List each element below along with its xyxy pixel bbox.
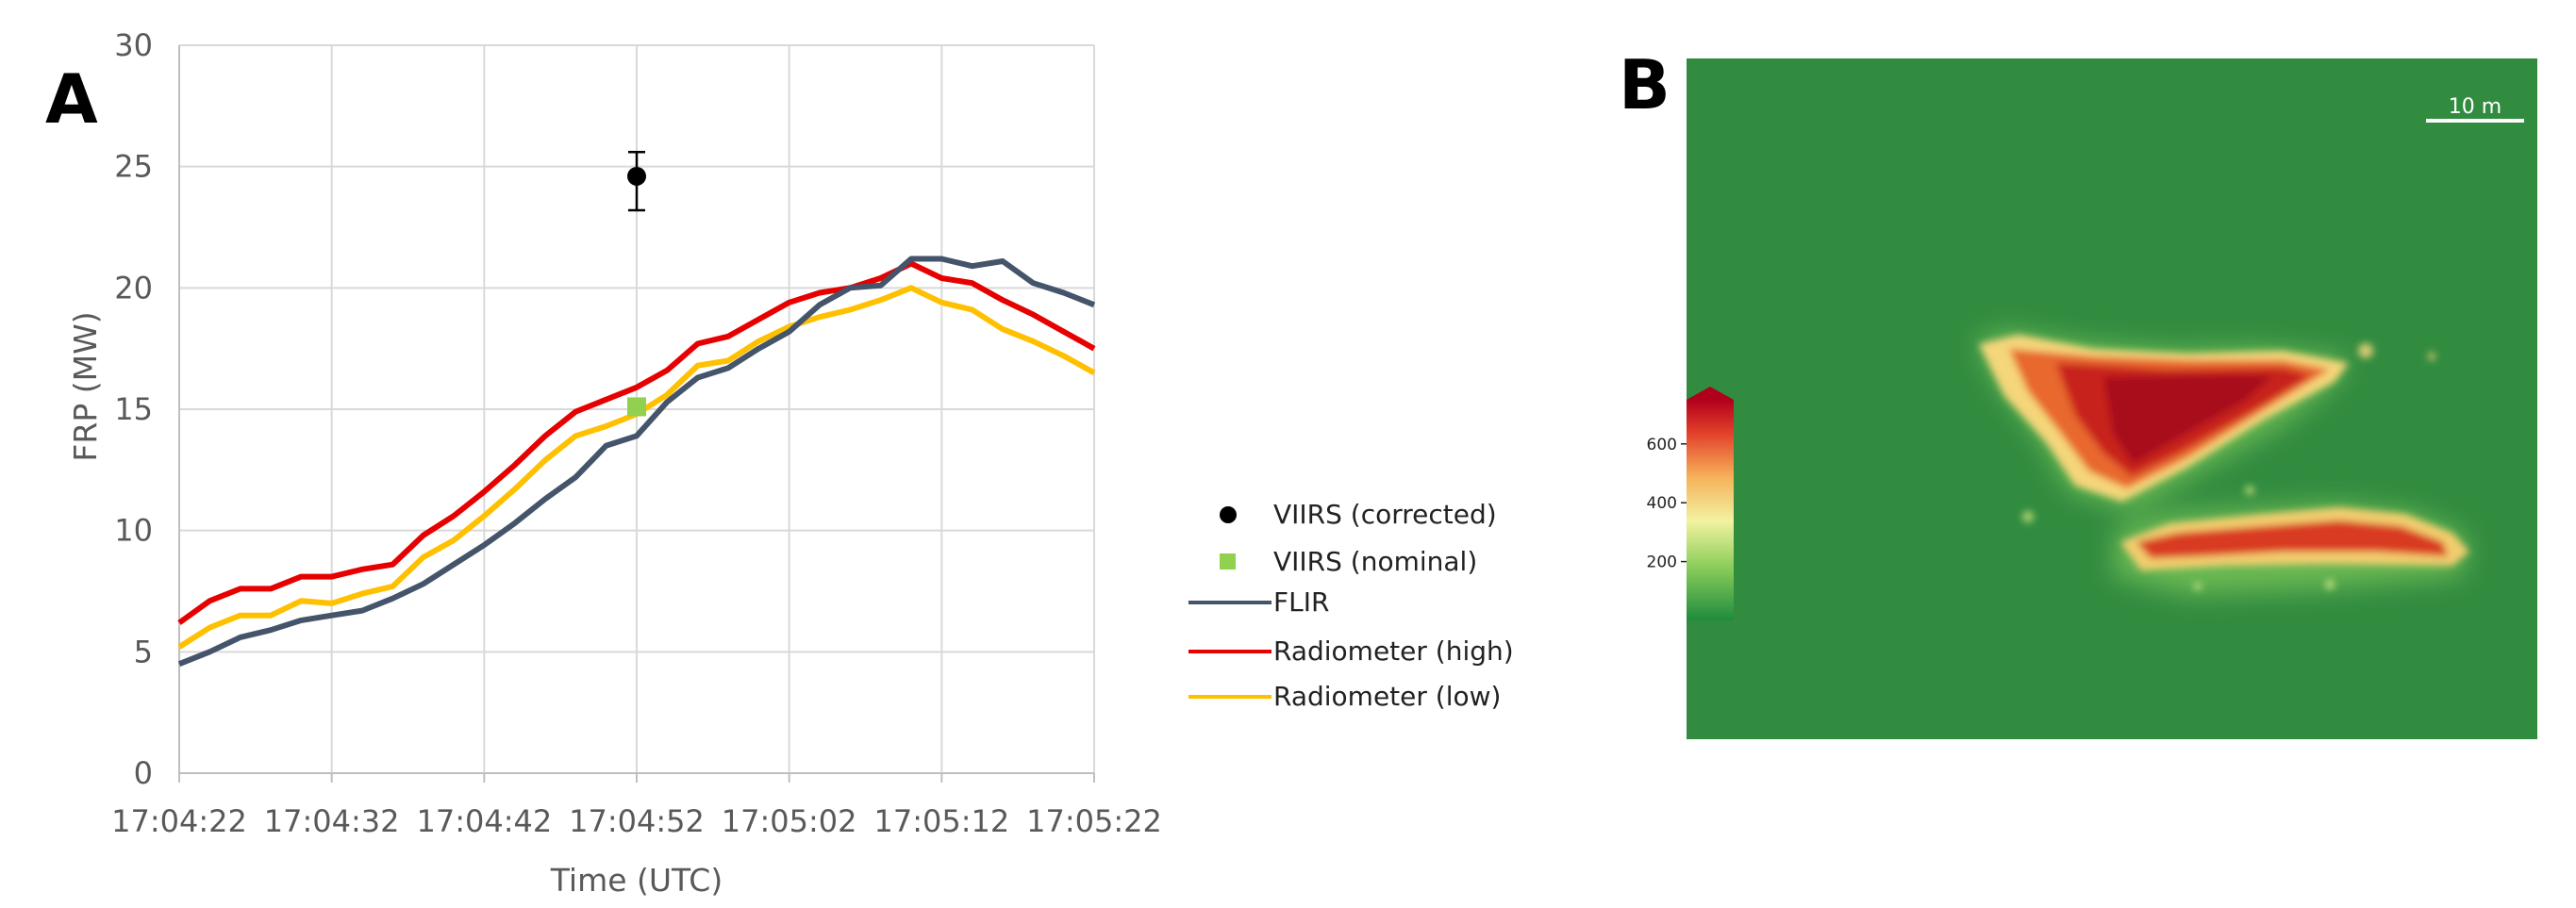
series-line-radiometer-high xyxy=(177,260,1096,625)
scale-bar-label: 10 m xyxy=(2449,95,2501,119)
x-tick-label: 17:05:02 xyxy=(722,803,857,839)
y-tick-label: 20 xyxy=(114,270,153,305)
viirs-corrected-point xyxy=(627,166,646,186)
y-tick-label: 15 xyxy=(114,391,153,427)
legend-label: Radiometer (high) xyxy=(1273,636,1514,667)
colorbar-ramp xyxy=(1687,400,1734,620)
legend-item: FLIR xyxy=(1188,586,1329,618)
x-tick-label: 17:04:52 xyxy=(569,803,705,839)
legend-label: Radiometer (low) xyxy=(1273,681,1501,712)
colorbar: 600 400 200 xyxy=(1647,387,1734,620)
colorbar-tick-label: 400 xyxy=(1647,494,1677,513)
y-axis-title: FRP (MW) xyxy=(67,311,104,461)
series-points xyxy=(627,150,646,417)
hot-spots xyxy=(2022,343,2435,590)
legend-symbol-dot xyxy=(1220,506,1237,523)
burn-area-strip xyxy=(2120,507,2469,570)
x-tick-label: 17:05:22 xyxy=(1026,803,1162,839)
legend-symbol-square xyxy=(1220,553,1236,570)
series-line-flir xyxy=(177,256,1096,667)
legend-item: Radiometer (high) xyxy=(1188,636,1514,667)
legend-label: VIIRS (nominal) xyxy=(1273,546,1477,577)
y-tick-label: 30 xyxy=(114,27,153,63)
colorbar-top-arrow xyxy=(1687,387,1734,400)
legend-item: VIIRS (corrected) xyxy=(1220,499,1497,530)
colorbar-tick-label: 600 xyxy=(1647,436,1677,454)
x-tick-label: 17:04:22 xyxy=(111,803,247,839)
legend: VIIRS (corrected) VIIRS (nominal) FLIR Radi… xyxy=(1188,499,1514,712)
panel-b-label: B xyxy=(1619,45,1670,124)
legend-label: FLIR xyxy=(1273,586,1329,618)
x-tick-label: 17:04:32 xyxy=(264,803,400,839)
legend-item: Radiometer (low) xyxy=(1188,681,1501,712)
y-tick-label: 0 xyxy=(134,755,153,791)
x-axis-ticks: 17:04:22 17:04:32 17:04:42 17:04:52 17:05:02… xyxy=(111,803,1162,839)
x-axis-title: Time (UTC) xyxy=(550,862,723,899)
legend-label: VIIRS (corrected) xyxy=(1273,499,1497,530)
y-axis-ticks: 0 5 10 15 20 25 30 xyxy=(114,27,153,791)
fire-thermal-map: 10 m 600 400 200 xyxy=(1647,58,2537,739)
scale-bar: 10 m xyxy=(2426,95,2524,123)
x-tick-label: 17:05:12 xyxy=(873,803,1009,839)
burn-area-main xyxy=(1979,335,2349,502)
x-tick-label: 17:04:42 xyxy=(416,803,552,839)
axes xyxy=(178,45,1095,783)
viirs-nominal-point xyxy=(627,397,646,417)
panel-a-label: A xyxy=(45,59,98,139)
y-tick-label: 10 xyxy=(114,513,153,549)
colorbar-ticks: 600 400 200 xyxy=(1647,436,1687,572)
y-tick-label: 5 xyxy=(134,634,153,669)
colorbar-tick-label: 200 xyxy=(1647,553,1677,572)
legend-item: VIIRS (nominal) xyxy=(1220,546,1477,577)
y-tick-label: 25 xyxy=(114,149,153,185)
